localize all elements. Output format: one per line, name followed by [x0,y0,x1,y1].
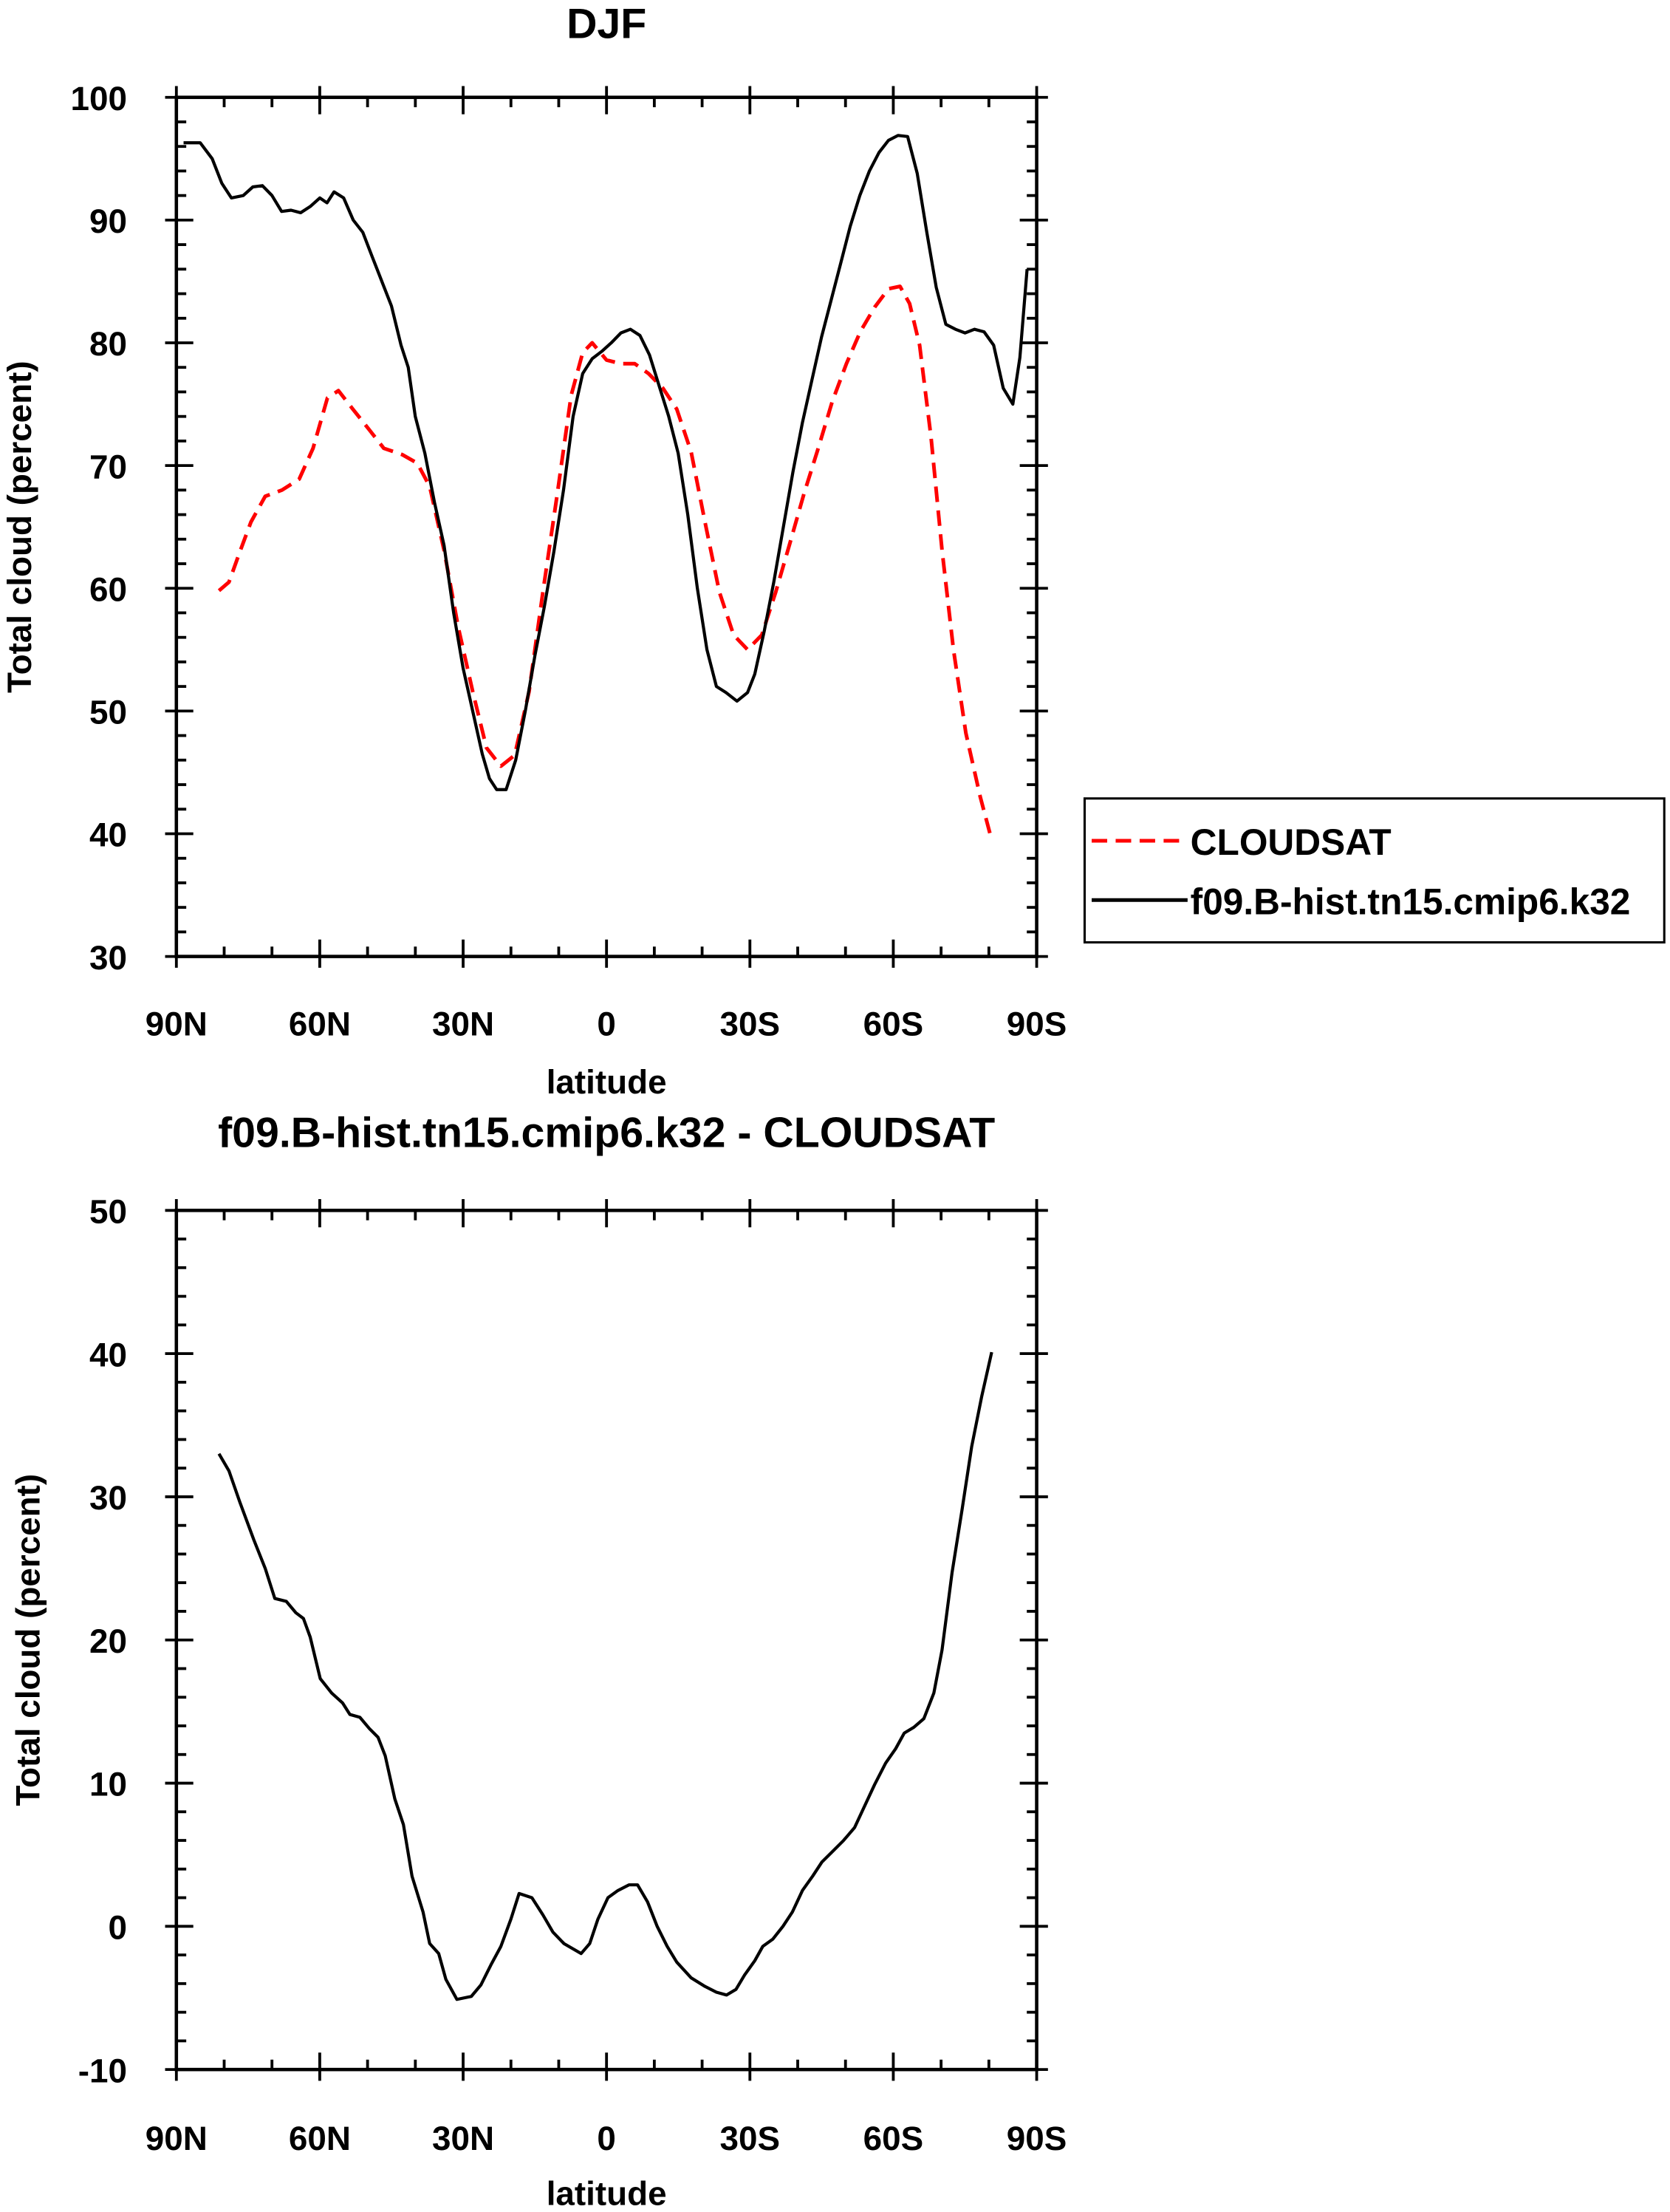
x-tick-label: 60S [863,1006,924,1043]
x-tick-label: 90N [146,2120,208,2157]
y-tick-label: 70 [89,448,127,485]
x-tick-label: 90S [1007,2120,1067,2157]
legend-box [1083,797,1666,944]
legend: CLOUDSAT f09.B-hist.tn15.cmip6.k32 [1083,797,1666,944]
legend-label: CLOUDSAT [1191,822,1392,863]
y-tick-label: 100 [71,80,127,117]
x-axis-label: latitude [547,2174,667,2212]
y-tick-label: 60 [89,570,127,608]
plot-frame [174,1209,1038,2072]
y-tick-label: 0 [108,1909,126,1947]
y-tick-label: 50 [89,694,127,731]
x-tick-label: 60S [863,2120,924,2157]
y-tick-label: 40 [89,816,127,854]
x-tick-label: 90N [146,1006,208,1043]
series-line-cloudsat [217,284,994,841]
djf-panel: DJF 90N 60N 30N 0 30S 60S 90S 30 40 50 60 70 80 90 100 l… [1,1,1666,1101]
y-tick-label: 80 [89,325,127,363]
chart-title: DJF [567,1,646,48]
x-tick-label: 90S [1007,1006,1067,1043]
y-tick-label: 20 [89,1622,127,1660]
x-tick-label: 60N [289,2120,351,2157]
y-tick-label: 30 [89,939,127,977]
x-tick-label: 30N [432,2120,494,2157]
y-tick-label: 10 [89,1766,127,1803]
y-axis-label: Total cloud (percent) [1,361,38,693]
x-tick-label: 30N [432,1006,494,1043]
y-tick-label: 40 [89,1336,127,1373]
series-line-f09-b-hist-tn15-cmip6-k32 [183,134,1029,791]
difference-panel: f09.B-hist.tn15.cmip6.k32 - CLOUDSAT 90N 6… [10,1109,1067,2212]
x-tick-label: 0 [597,2120,615,2157]
x-tick-label: 30S [720,2120,781,2157]
x-tick-label: 60N [289,1006,351,1043]
series-line-difference [217,1351,993,2001]
plot-frame [174,95,1038,958]
x-tick-label: 30S [720,1006,781,1043]
y-tick-label: -10 [78,2052,127,2089]
x-axis-label: latitude [547,1063,667,1101]
chart-title: f09.B-hist.tn15.cmip6.k32 - CLOUDSAT [218,1109,995,1156]
legend-label: f09.B-hist.tn15.cmip6.k32 [1191,881,1631,922]
y-tick-label: 30 [89,1479,127,1517]
x-tick-label: 0 [597,1006,615,1043]
y-axis-label: Total cloud (percent) [10,1474,47,1806]
y-tick-label: 50 [89,1192,127,1230]
y-tick-label: 90 [89,202,127,240]
